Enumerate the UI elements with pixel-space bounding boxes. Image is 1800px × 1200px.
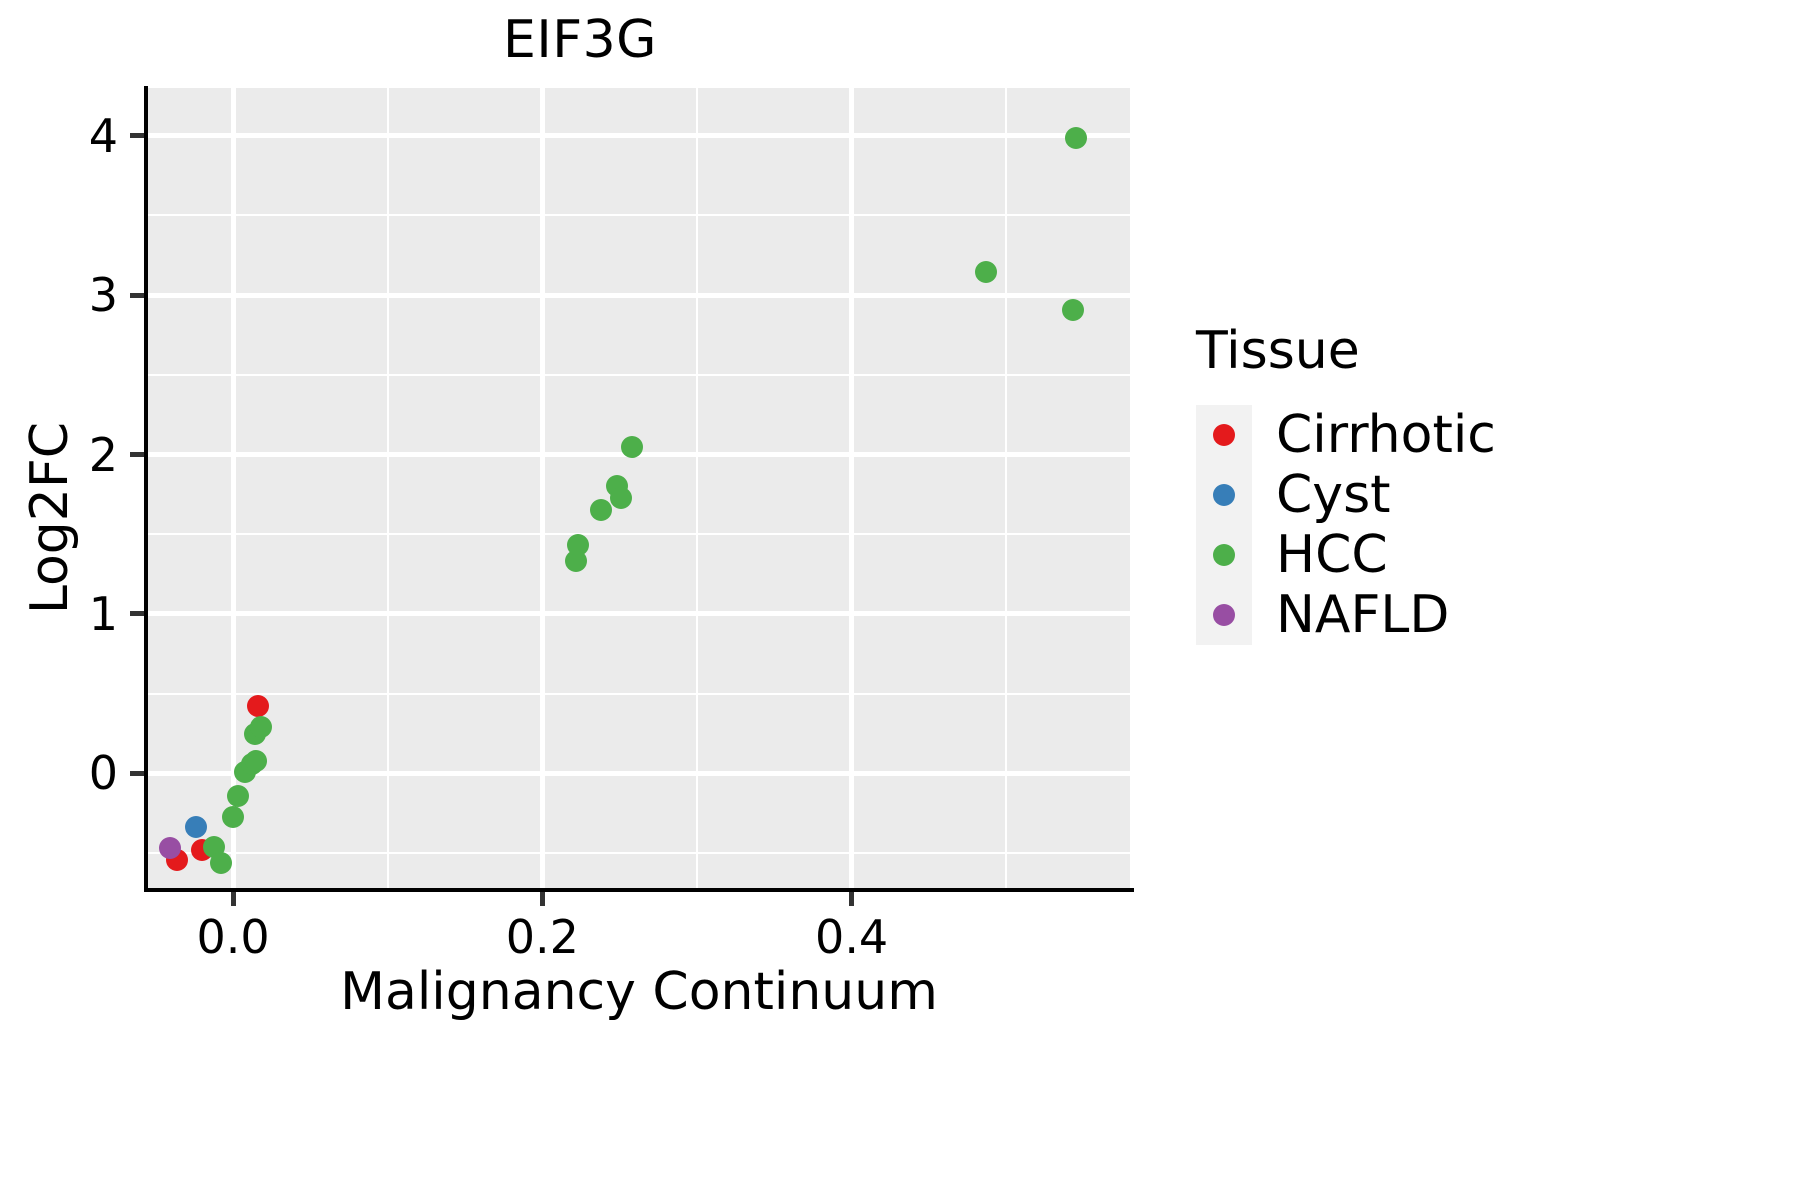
page-title: EIF3G — [503, 10, 657, 70]
y-tick-label: 2 — [88, 427, 118, 482]
legend-item-cirrhotic[interactable]: Cirrhotic — [1196, 405, 1716, 465]
legend-item-hcc[interactable]: HCC — [1196, 525, 1716, 585]
x-tick-mark — [539, 892, 545, 906]
legend: Tissue Cirrhotic Cyst HCC NAFLD — [1196, 325, 1716, 645]
legend-key-box — [1196, 585, 1252, 645]
gridline-minor-vertical — [386, 88, 389, 888]
legend-item-label: NAFLD — [1276, 585, 1450, 645]
data-point-hcc — [565, 550, 588, 573]
legend-point-icon — [1213, 544, 1235, 566]
gridline-minor-horizontal — [148, 533, 1130, 536]
x-axis-line — [144, 888, 1134, 892]
gridline-minor-vertical — [695, 88, 698, 888]
x-tick-mark — [230, 892, 236, 906]
data-point-nafld — [158, 837, 181, 860]
legend-key-box — [1196, 465, 1252, 525]
y-tick-mark — [130, 133, 144, 139]
x-axis-title: Malignancy Continuum — [340, 962, 938, 1022]
data-point-hcc — [590, 498, 613, 521]
legend-item-label: Cirrhotic — [1276, 405, 1496, 465]
legend-key-box — [1196, 525, 1252, 585]
data-point-hcc — [226, 785, 249, 808]
gridline-major-vertical — [539, 88, 545, 888]
y-tick-label: 1 — [88, 586, 118, 641]
gridline-major-vertical — [849, 88, 855, 888]
gridline-major-vertical — [230, 88, 236, 888]
gridline-minor-horizontal — [148, 373, 1130, 376]
gridline-major-horizontal — [148, 292, 1130, 298]
legend-items: Cirrhotic Cyst HCC NAFLD — [1196, 405, 1716, 645]
data-point-cirrhotic — [246, 694, 269, 717]
data-point-hcc — [975, 261, 998, 284]
data-point-hcc — [610, 487, 633, 510]
legend-title: Tissue — [1196, 321, 1360, 381]
data-point-hcc — [245, 750, 268, 773]
x-tick-label: 0.0 — [196, 910, 270, 964]
y-axis-title: Log2FC — [20, 421, 80, 615]
data-point-hcc — [566, 534, 589, 557]
y-tick-mark — [130, 770, 144, 776]
legend-item-nafld[interactable]: NAFLD — [1196, 585, 1716, 645]
y-tick-mark — [130, 292, 144, 298]
data-point-hcc — [621, 435, 644, 458]
gridline-major-horizontal — [148, 770, 1130, 776]
y-tick-label: 3 — [88, 268, 118, 323]
data-point-hcc — [1061, 299, 1084, 322]
y-axis-line — [144, 86, 148, 892]
x-tick-label: 0.4 — [815, 910, 889, 964]
x-tick-mark — [849, 892, 855, 906]
legend-point-icon — [1213, 484, 1235, 506]
plot-panel — [148, 88, 1130, 888]
gridline-minor-vertical — [1005, 88, 1008, 888]
legend-item-label: HCC — [1276, 525, 1388, 585]
y-tick-label: 4 — [88, 108, 118, 163]
y-tick-label: 0 — [88, 746, 118, 801]
gridline-major-horizontal — [148, 611, 1130, 617]
data-point-hcc — [222, 806, 245, 829]
data-point-hcc — [249, 716, 272, 739]
data-point-hcc — [1064, 127, 1087, 150]
legend-key-box — [1196, 405, 1252, 465]
gridline-major-horizontal — [148, 133, 1130, 139]
gridline-minor-horizontal — [148, 851, 1130, 854]
x-tick-label: 0.2 — [505, 910, 579, 964]
y-tick-mark — [130, 611, 144, 617]
gridline-minor-horizontal — [148, 214, 1130, 217]
data-point-cyst — [184, 816, 207, 839]
y-tick-mark — [130, 452, 144, 458]
gridline-minor-horizontal — [148, 692, 1130, 695]
legend-point-icon — [1213, 424, 1235, 446]
data-point-hcc — [209, 852, 232, 875]
legend-item-cyst[interactable]: Cyst — [1196, 465, 1716, 525]
legend-item-label: Cyst — [1276, 465, 1391, 525]
legend-point-icon — [1213, 604, 1235, 626]
